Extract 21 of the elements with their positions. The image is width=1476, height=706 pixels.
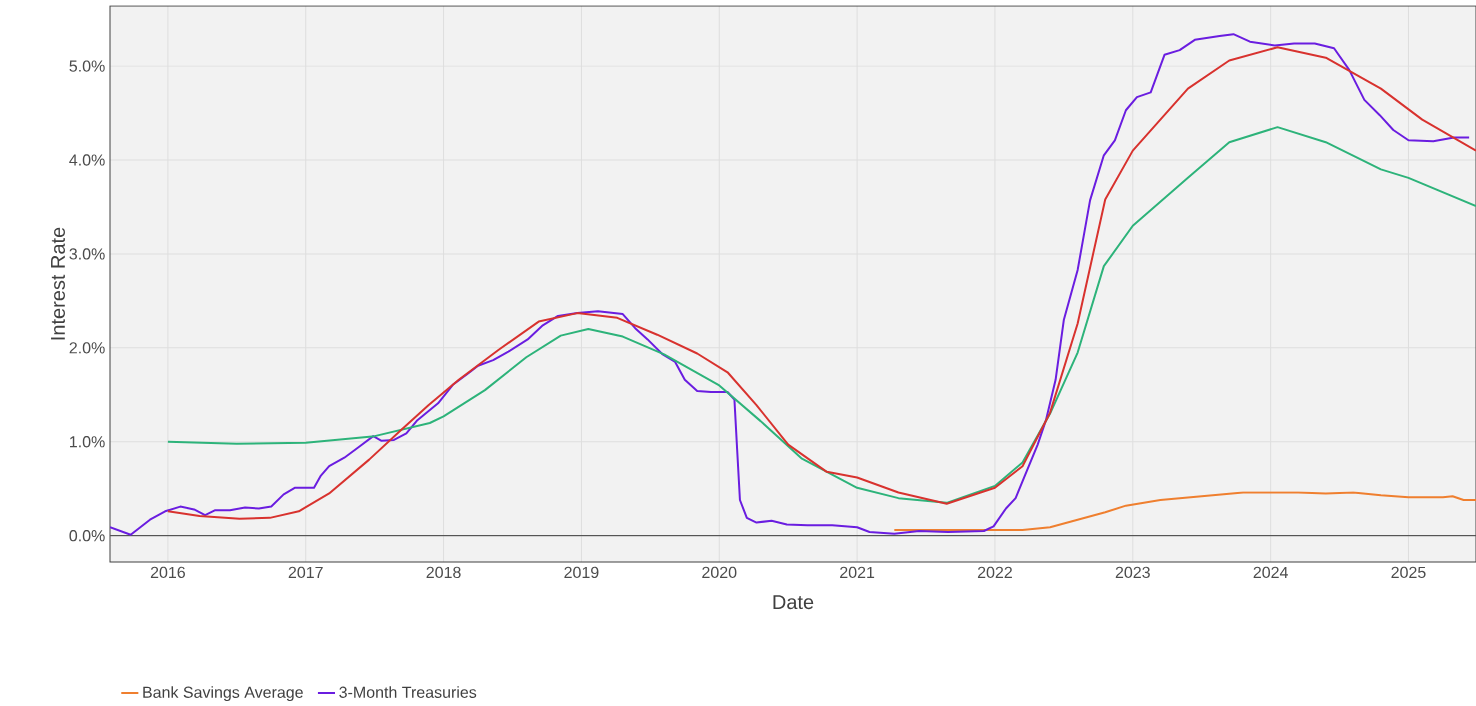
x-tick-label: 2021 xyxy=(840,566,875,579)
y-tick-label: 3.0% xyxy=(69,248,105,260)
x-tick-label: 2016 xyxy=(150,566,185,579)
y-tick-label: 5.0% xyxy=(69,60,105,72)
y-tick-label: 1.0% xyxy=(70,436,105,448)
x-tick-label: 2020 xyxy=(702,566,737,579)
x-tick-label: 2019 xyxy=(564,566,599,579)
x-tick-label: 2022 xyxy=(977,566,1012,579)
y-axis-title: Interest Rate xyxy=(51,227,65,340)
x-axis-title: Date xyxy=(773,595,814,610)
x-tick-label: 2023 xyxy=(1115,566,1150,579)
x-tick-label: 2024 xyxy=(1253,566,1288,579)
x-tick-label: 2017 xyxy=(288,566,323,579)
y-tick-label: 2.0% xyxy=(69,342,105,354)
x-tick-label: 2018 xyxy=(426,566,461,579)
y-tick-label: 0.0% xyxy=(69,530,105,542)
y-tick-label: 4.0% xyxy=(69,154,105,166)
legend-label: Bank Savings Average xyxy=(143,686,303,702)
x-tick-label: 2025 xyxy=(1391,566,1426,579)
legend-label: 3-Month Treasuries xyxy=(339,686,477,698)
line-series xyxy=(166,126,1476,504)
